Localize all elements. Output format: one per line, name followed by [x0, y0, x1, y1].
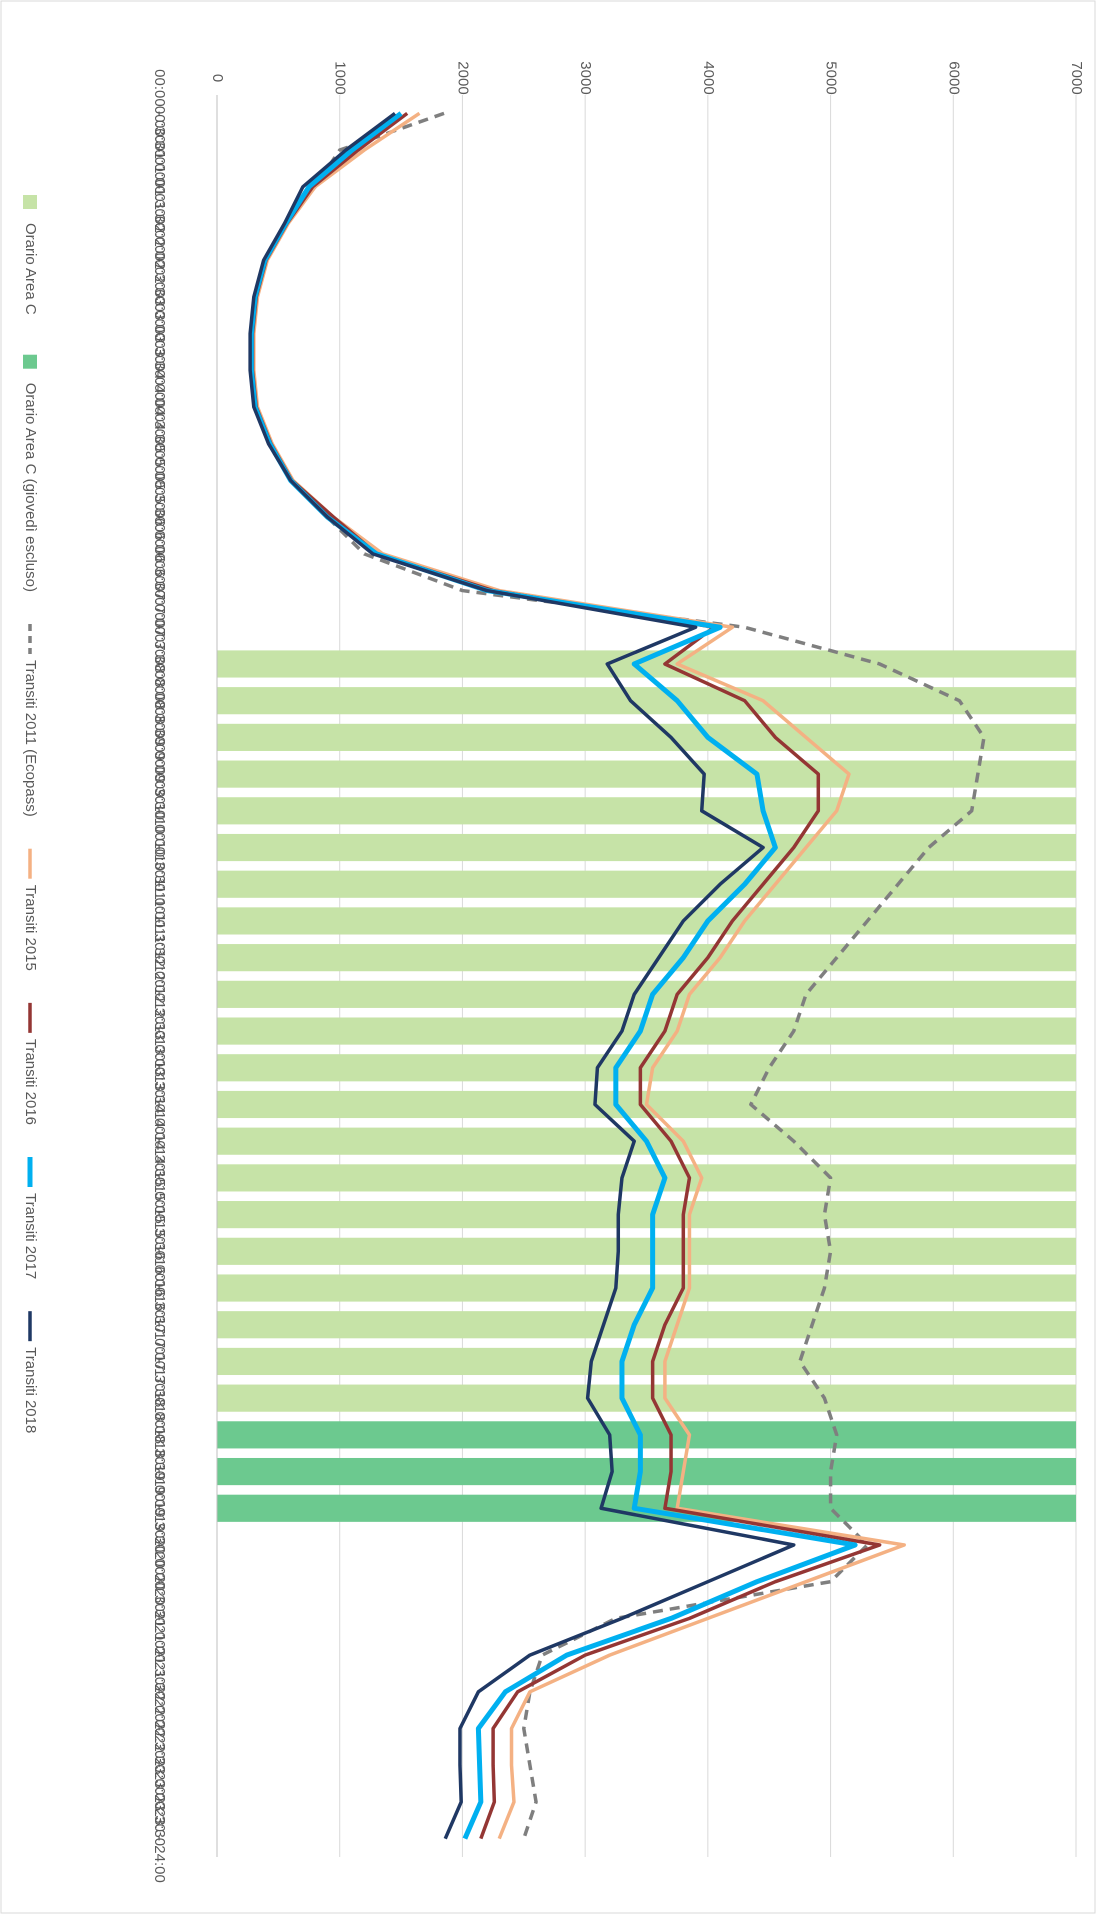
- x-tick-label: 21:30 - 22:00: [151, 1648, 168, 1736]
- x-tick-label: 22:30 - 23:00: [151, 1721, 168, 1809]
- x-tick-label: 10:00 - 10:30: [151, 803, 168, 891]
- legend-swatch: [23, 354, 37, 369]
- x-tick-label: 05:00 - 05:30: [151, 436, 168, 524]
- x-tick-label: 12:30 - 13:00: [151, 987, 168, 1075]
- legend: Orario Area C Orario Area C (giovedì escl…: [22, 195, 39, 1433]
- area-c-band: [217, 1164, 1076, 1192]
- x-tick-label: 03:30 - 04:00: [151, 326, 168, 414]
- x-tick-label: 23:30 - 24:00: [151, 1794, 168, 1882]
- x-tick-label: 17:00 - 17:30: [151, 1317, 168, 1405]
- area-c-band: [217, 1457, 1076, 1486]
- x-tick-label: 19:30 - 20:00: [151, 1501, 168, 1589]
- area-c-band: [217, 1347, 1076, 1376]
- x-tick-label: 02:00 - 02:30: [151, 216, 168, 304]
- legend-label: Transiti 2017: [22, 1193, 39, 1279]
- area-c-band: [217, 1421, 1076, 1449]
- x-tick-label: 10:30 - 11:00: [151, 841, 168, 928]
- area-c-band: [217, 797, 1076, 825]
- x-tick-label: 11:30 - 12:00: [151, 914, 168, 1001]
- x-tick-label: 15:30 - 16:00: [151, 1207, 168, 1295]
- x-tick-label: 06:00 - 06:30: [151, 510, 168, 598]
- area-c-band: [217, 1311, 1076, 1339]
- y-tick-label: 7000: [1068, 61, 1085, 94]
- x-tick-label: 16:00 - 16:30: [151, 1244, 168, 1332]
- x-tick-label: 22:00 - 22:30: [151, 1684, 168, 1772]
- legend-label: Transiti 2011 (Ecopass): [22, 660, 39, 817]
- x-tick-label: 20:00 - 20:30: [151, 1537, 168, 1625]
- area-c-band: [217, 723, 1076, 751]
- x-tick-label: 23:00 - 23:30: [151, 1758, 168, 1846]
- x-tick-label: 00:00 - 00:30: [151, 69, 168, 157]
- area-c-band: [217, 907, 1076, 935]
- x-tick-label: 09:30 - 10:00: [151, 767, 168, 855]
- x-tick-label: 17:30 - 18:00: [151, 1354, 168, 1442]
- x-tick-label: 14:30 - 15:00: [151, 1134, 168, 1222]
- y-tick-label: 5000: [823, 61, 840, 94]
- legend-swatch: [23, 195, 37, 209]
- x-tick-label: 14:00 - 14:30: [151, 1097, 168, 1185]
- series-line: [248, 111, 796, 1840]
- x-tick-label: 02:30 - 03:00: [151, 253, 168, 341]
- y-tick-label: 1000: [332, 61, 349, 94]
- area-c-band: [217, 1017, 1076, 1045]
- area-c-band: [217, 870, 1076, 898]
- area-c-band: [217, 980, 1076, 1008]
- area-c-band: [217, 1201, 1076, 1229]
- x-tick-label: 11:00 - 11:30: [151, 878, 168, 964]
- x-tick-label: 18:00 - 18:30: [151, 1391, 168, 1479]
- x-tick-label: 20:30 - 21:00: [151, 1574, 168, 1662]
- x-tick-label: 21:00 - 21:30: [151, 1611, 168, 1699]
- x-tick-label: 08:00 - 08:30: [151, 656, 168, 744]
- y-tick-label: 4000: [700, 61, 717, 94]
- x-tick-label: 07:30 - 08:00: [151, 620, 168, 708]
- x-tick-label: 15:00 - 15:30: [151, 1170, 168, 1258]
- area-c-band: [217, 760, 1076, 788]
- y-tick-label: 0: [209, 74, 226, 82]
- x-tick-label: 18:30 - 19:00: [151, 1427, 168, 1515]
- area-c-band: [217, 1237, 1076, 1265]
- x-tick-label: 07:00 - 07:30: [151, 583, 168, 671]
- x-tick-label: 01:00 - 01:30: [151, 143, 168, 231]
- area-c-band: [217, 833, 1076, 862]
- x-tick-label: 16:30 - 17:00: [151, 1281, 168, 1369]
- x-tick-label: 04:30 - 05:00: [151, 400, 168, 488]
- x-tick-label: 05:30 - 06:00: [151, 473, 168, 561]
- x-tick-label: 12:00 - 12:30: [151, 950, 168, 1038]
- x-tick-label: 04:00 - 04:30: [151, 363, 168, 451]
- area-c-band: [217, 944, 1076, 972]
- legend-label: Transiti 2015: [22, 885, 39, 971]
- x-tick-label: 09:00 - 09:30: [151, 730, 168, 818]
- area-c-band: [217, 1384, 1076, 1412]
- x-tick-label: 08:30 - 09:00: [151, 693, 168, 781]
- y-tick-label: 2000: [454, 61, 471, 94]
- x-tick-label: 03:00 - 03:30: [151, 289, 168, 377]
- legend-label: Transiti 2016: [22, 1039, 39, 1125]
- x-tick-label: 13:00 - 13:30: [151, 1024, 168, 1112]
- x-tick-label: 19:00 - 19:30: [151, 1464, 168, 1552]
- y-tick-label: 3000: [577, 61, 594, 94]
- legend-label: Transiti 2018: [22, 1347, 39, 1433]
- x-tick-label: 13:30 - 14:00: [151, 1060, 168, 1148]
- x-tick-label: 01:30 - 02:00: [151, 179, 168, 267]
- area-c-band: [217, 687, 1076, 715]
- y-tick-label: 6000: [945, 61, 962, 94]
- legend-label: Orario Area C (giovedì escluso): [22, 383, 39, 592]
- x-tick-label: 00:30 - 01:00: [151, 106, 168, 194]
- x-tick-label: 06:30 - 07:00: [151, 546, 168, 634]
- legend-label: Orario Area C: [22, 223, 39, 315]
